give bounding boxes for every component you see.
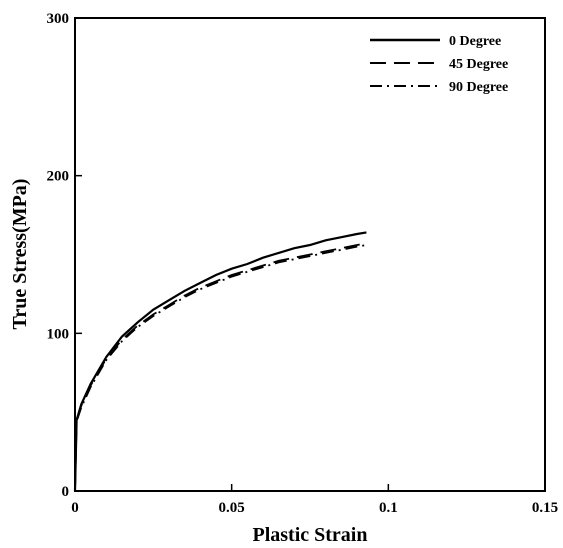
legend-label-2: 45 Degree — [449, 57, 508, 72]
y-tick-label: 300 — [47, 11, 70, 27]
x-tick-label: 0.1 — [379, 500, 398, 516]
series-line-1 — [73, 231, 367, 492]
legend: 0 Degree 45 Degree 90 Degree — [370, 34, 508, 95]
x-tick-label: 0.05 — [219, 500, 245, 516]
x-axis-title: Plastic Strain — [253, 524, 368, 546]
y-tick-label: 0 — [62, 484, 70, 500]
legend-label-1: 0 Degree — [449, 34, 501, 49]
y-tick-label: 200 — [47, 169, 70, 185]
y-tick-label: 100 — [47, 326, 70, 342]
x-tick-label: 0 — [71, 500, 79, 516]
series-line-2 — [74, 242, 367, 492]
series-layer — [73, 231, 367, 492]
plot-frame — [74, 17, 546, 492]
x-tick-label: 0.15 — [532, 500, 558, 516]
y-axis-title: True Stress(MPa) — [9, 179, 31, 330]
series-line-3 — [74, 244, 367, 492]
legend-label-3: 90 Degree — [449, 80, 508, 95]
y-axis: 0 100 200 300 — [47, 11, 82, 500]
x-axis: 0 0.05 0.1 0.15 — [71, 484, 558, 516]
